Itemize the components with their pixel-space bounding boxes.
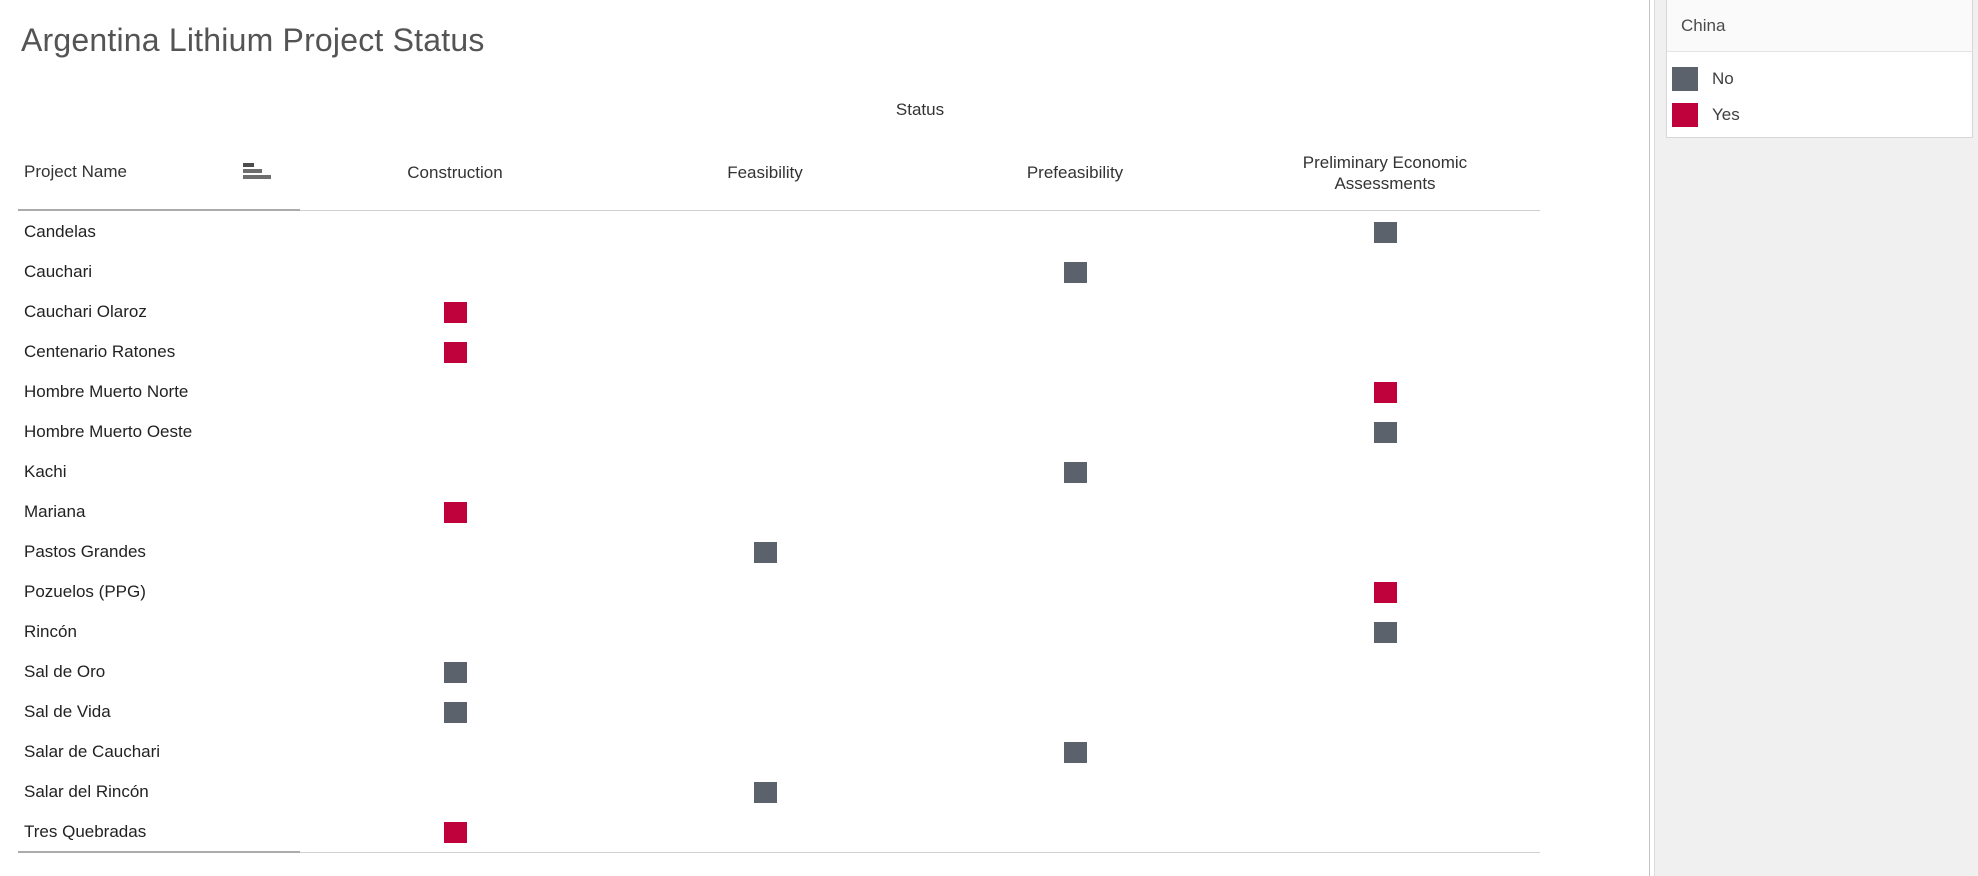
legend-title: China xyxy=(1667,0,1972,52)
header-underline-chart xyxy=(300,210,1540,211)
legend-panel: China No Yes xyxy=(1655,0,1978,876)
sort-icon-bar xyxy=(243,175,271,179)
row-label-tres-quebradas[interactable]: Tres Quebradas xyxy=(24,822,147,841)
sort-icon[interactable] xyxy=(243,163,271,180)
row-label-centenario-ratones[interactable]: Centenario Ratones xyxy=(24,342,176,361)
row-label-sal-de-vida[interactable]: Sal de Vida xyxy=(24,702,111,721)
column-header-label: Prefeasibility xyxy=(1026,163,1124,183)
row-label-salar-de-cauchari[interactable]: Salar de Cauchari xyxy=(24,742,161,761)
row-label-hombre-muerto-norte[interactable]: Hombre Muerto Norte xyxy=(24,382,189,401)
mark-hombre-muerto-oeste-preliminary-economic-assessments[interactable] xyxy=(1373,421,1397,443)
bottom-border-chart xyxy=(300,852,1540,853)
mark-sal-de-vida-construction[interactable] xyxy=(443,701,467,723)
legend-item-no[interactable]: No xyxy=(1672,61,1972,97)
mark-rinc-n-preliminary-economic-assessments[interactable] xyxy=(1373,621,1397,643)
header-underline-left xyxy=(18,209,300,211)
row-label-cauchari[interactable]: Cauchari xyxy=(24,262,93,281)
row-label-sal-de-oro[interactable]: Sal de Oro xyxy=(24,662,106,681)
mark-tres-quebradas-construction[interactable] xyxy=(443,821,467,843)
mark-pozuelos-ppg-preliminary-economic-assessments[interactable] xyxy=(1373,581,1397,603)
mark-cauchari-prefeasibility[interactable] xyxy=(1063,261,1087,283)
legend-swatch-yes xyxy=(1672,103,1698,127)
legend-item-yes[interactable]: Yes xyxy=(1672,97,1972,133)
legend-items: No Yes xyxy=(1667,52,1972,133)
row-label-kachi[interactable]: Kachi xyxy=(24,462,67,481)
sort-icon-bar xyxy=(243,169,262,173)
mark-salar-de-cauchari-prefeasibility[interactable] xyxy=(1063,741,1087,763)
column-header-label: Feasibility xyxy=(727,163,803,183)
legend-card: China No Yes xyxy=(1666,0,1973,138)
mark-hombre-muerto-norte-preliminary-economic-assessments[interactable] xyxy=(1373,381,1397,403)
bottom-border-left xyxy=(18,851,300,853)
project-row-labels: Candelas Cauchari Cauchari Olaroz Centenari… xyxy=(0,212,300,852)
row-label-hombre-muerto-oeste[interactable]: Hombre Muerto Oeste xyxy=(24,422,193,441)
status-column-headers: Construction Feasibility Prefeasibility Pre… xyxy=(300,138,1540,208)
row-label-candelas[interactable]: Candelas xyxy=(24,222,96,241)
mark-pastos-grandes-feasibility[interactable] xyxy=(753,541,777,563)
column-header-preliminary-economic-assessments[interactable]: Preliminary Economic Assessments xyxy=(1230,138,1540,208)
panel-divider xyxy=(1649,0,1650,876)
mark-kachi-prefeasibility[interactable] xyxy=(1063,461,1087,483)
row-label-pozuelos-ppg[interactable]: Pozuelos (PPG) xyxy=(24,582,146,601)
status-group-label: Status xyxy=(895,100,945,119)
column-header-prefeasibility[interactable]: Prefeasibility xyxy=(920,138,1230,208)
chart-title: Argentina Lithium Project Status xyxy=(21,22,485,58)
mark-centenario-ratones-construction[interactable] xyxy=(443,341,467,363)
mark-candelas-preliminary-economic-assessments[interactable] xyxy=(1373,221,1397,243)
sort-icon-bar xyxy=(243,163,254,167)
column-header-feasibility[interactable]: Feasibility xyxy=(610,138,920,208)
legend-swatch-no xyxy=(1672,67,1698,91)
mark-cauchari-olaroz-construction[interactable] xyxy=(443,301,467,323)
row-label-rinc-n[interactable]: Rincón xyxy=(24,622,77,641)
column-header-label: Preliminary Economic Assessments xyxy=(1302,152,1468,193)
mark-salar-del-rinc-n-feasibility[interactable] xyxy=(753,781,777,803)
row-label-pastos-grandes[interactable]: Pastos Grandes xyxy=(24,542,146,561)
mark-mariana-construction[interactable] xyxy=(443,501,467,523)
marks-layer xyxy=(300,212,1540,852)
row-label-salar-del-rinc-n[interactable]: Salar del Rincón xyxy=(24,782,149,801)
legend-item-label: No xyxy=(1712,69,1734,88)
row-label-mariana[interactable]: Mariana xyxy=(24,502,86,521)
column-header-label: Construction xyxy=(407,163,503,183)
mark-sal-de-oro-construction[interactable] xyxy=(443,661,467,683)
panel-divider xyxy=(1654,0,1655,876)
project-name-header[interactable]: Project Name xyxy=(24,162,127,181)
row-label-cauchari-olaroz[interactable]: Cauchari Olaroz xyxy=(24,302,147,321)
column-header-construction[interactable]: Construction xyxy=(300,138,610,208)
legend-item-label: Yes xyxy=(1712,105,1740,124)
